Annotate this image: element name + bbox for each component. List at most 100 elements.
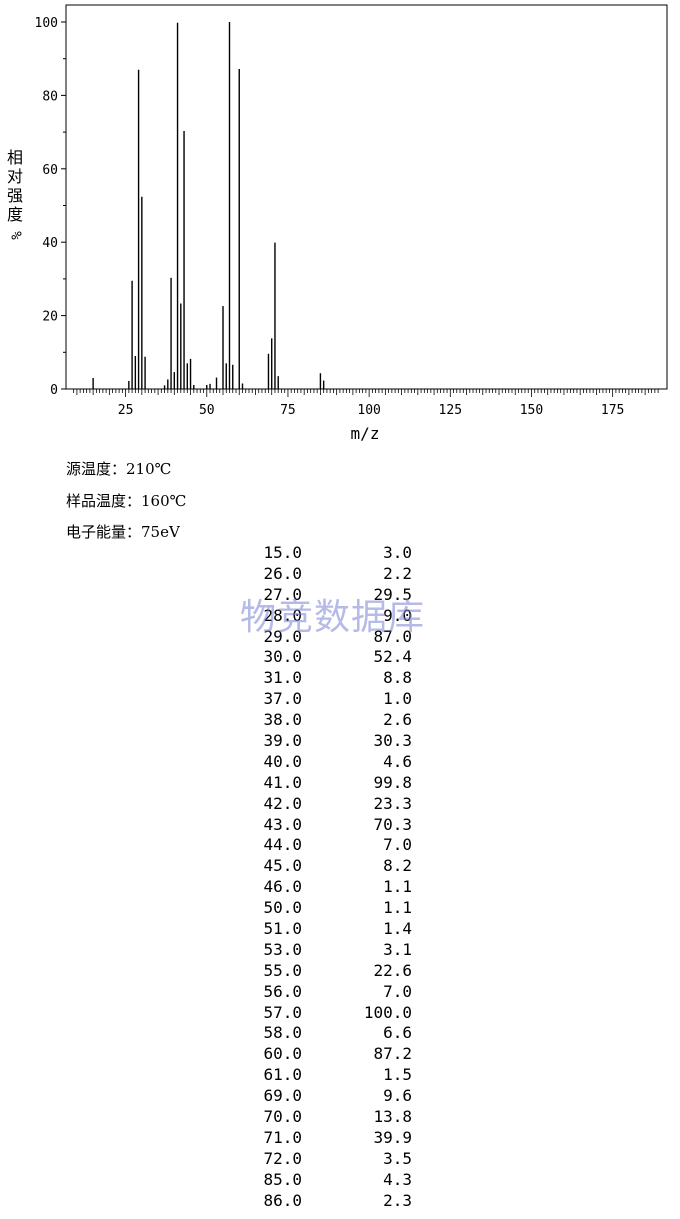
y-tick-label: 0 [50,383,58,398]
x-tick-label: 75 [280,403,296,418]
mz-value: 27.0 [263,584,302,604]
y-axis-unit: % [7,231,24,240]
y-axis-label-char: 对 [6,167,23,186]
intensity-value: 3.5 [383,1148,412,1168]
mz-value: 70.0 [263,1107,302,1127]
table-row: 27.0 29.5 [240,585,420,606]
intensity-value: 23.3 [373,793,412,813]
table-row: 46.0 1.1 [240,877,420,898]
x-tick-label: 25 [118,403,134,418]
table-row: 86.0 2.3 [240,1191,420,1212]
y-axis-label: 相 对 强 度 % [4,148,26,245]
peak-table: 15.0 3.0 26.0 2.2 27.0 29.5 28.0 9.0 29.0 87.0 30.… [240,543,420,1212]
intensity-value: 7.0 [383,981,412,1001]
mz-value: 53.0 [263,939,302,959]
intensity-value: 4.6 [383,751,412,771]
mz-value: 44.0 [263,835,302,855]
intensity-value: 87.0 [373,626,412,646]
table-row: 60.0 87.2 [240,1044,420,1065]
y-axis-label-char: 强 [6,186,23,205]
intensity-value: 3.1 [383,939,412,959]
x-tick-label: 50 [199,403,215,418]
table-row: 58.0 6.6 [240,1023,420,1044]
intensity-value: 100.0 [363,1002,412,1022]
intensity-value: 70.3 [373,814,412,834]
intensity-value: 30.3 [373,731,412,751]
mz-value: 56.0 [263,981,302,1001]
table-row: 55.0 22.6 [240,961,420,982]
mz-value: 15.0 [263,543,302,562]
table-row: 61.0 1.5 [240,1065,420,1086]
x-tick-label: 100 [357,403,380,418]
table-row: 57.0 100.0 [240,1003,420,1024]
x-tick-label: 150 [520,403,543,418]
y-axis: 0 20 40 60 80 100 [35,16,66,398]
intensity-value: 3.0 [383,543,412,562]
table-row: 26.0 2.2 [240,564,420,585]
intensity-value: 52.4 [373,647,412,667]
x-tick-label: 175 [601,403,624,418]
table-row: 42.0 23.3 [240,794,420,815]
table-row: 50.0 1.1 [240,898,420,919]
intensity-value: 6.6 [383,1023,412,1043]
y-tick-label: 80 [42,89,58,104]
mz-value: 46.0 [263,877,302,897]
mz-value: 31.0 [263,668,302,688]
y-tick-label: 40 [42,236,58,251]
mz-value: 42.0 [263,793,302,813]
intensity-value: 1.5 [383,1065,412,1085]
x-axis-label: m/z [350,424,380,443]
mz-value: 57.0 [263,1002,302,1022]
table-row: 45.0 8.2 [240,856,420,877]
intensity-value: 1.4 [383,919,412,939]
mz-value: 45.0 [263,856,302,876]
y-axis-label-char: 度 [6,205,23,224]
intensity-value: 99.8 [373,772,412,792]
intensity-value: 22.6 [373,960,412,980]
mz-value: 39.0 [263,731,302,751]
electron-energy: 电子能量：75eV [66,523,180,541]
intensity-value: 9.0 [383,605,412,625]
mz-value: 38.0 [263,710,302,730]
table-row: 70.0 13.8 [240,1107,420,1128]
table-row: 41.0 99.8 [240,773,420,794]
mz-value: 30.0 [263,647,302,667]
y-axis-label-char: 相 [6,148,23,167]
plot-frame [65,4,668,390]
mz-value: 86.0 [263,1190,302,1210]
table-row: 44.0 7.0 [240,835,420,856]
table-row: 69.0 9.6 [240,1086,420,1107]
intensity-value: 9.6 [383,1086,412,1106]
x-tick-label: 125 [439,403,462,418]
intensity-value: 7.0 [383,835,412,855]
intensity-value: 8.2 [383,856,412,876]
sample-temperature: 样品温度：160℃ [66,492,187,510]
mz-value: 72.0 [263,1148,302,1168]
intensity-value: 29.5 [373,584,412,604]
mz-value: 50.0 [263,898,302,918]
mz-value: 71.0 [263,1127,302,1147]
mz-value: 37.0 [263,689,302,709]
mz-value: 28.0 [263,605,302,625]
mz-value: 43.0 [263,814,302,834]
table-row: 31.0 8.8 [240,668,420,689]
table-row: 51.0 1.4 [240,919,420,940]
table-row: 53.0 3.1 [240,940,420,961]
intensity-value: 13.8 [373,1107,412,1127]
mass-spectrum-chart: 0 20 40 60 80 100 25 50 75 100 125 150 175 [35,4,668,418]
intensity-value: 2.6 [383,710,412,730]
intensity-value: 2.3 [383,1190,412,1210]
table-row: 43.0 70.3 [240,815,420,836]
intensity-value: 1.1 [383,898,412,918]
table-row: 39.0 30.3 [240,731,420,752]
table-row: 71.0 39.9 [240,1128,420,1149]
mz-value: 58.0 [263,1023,302,1043]
table-row: 56.0 7.0 [240,982,420,1003]
mz-value: 85.0 [263,1169,302,1189]
table-row: 38.0 2.6 [240,710,420,731]
mz-value: 41.0 [263,772,302,792]
table-row: 85.0 4.3 [240,1170,420,1191]
intensity-value: 8.8 [383,668,412,688]
mz-value: 40.0 [263,751,302,771]
intensity-value: 4.3 [383,1169,412,1189]
